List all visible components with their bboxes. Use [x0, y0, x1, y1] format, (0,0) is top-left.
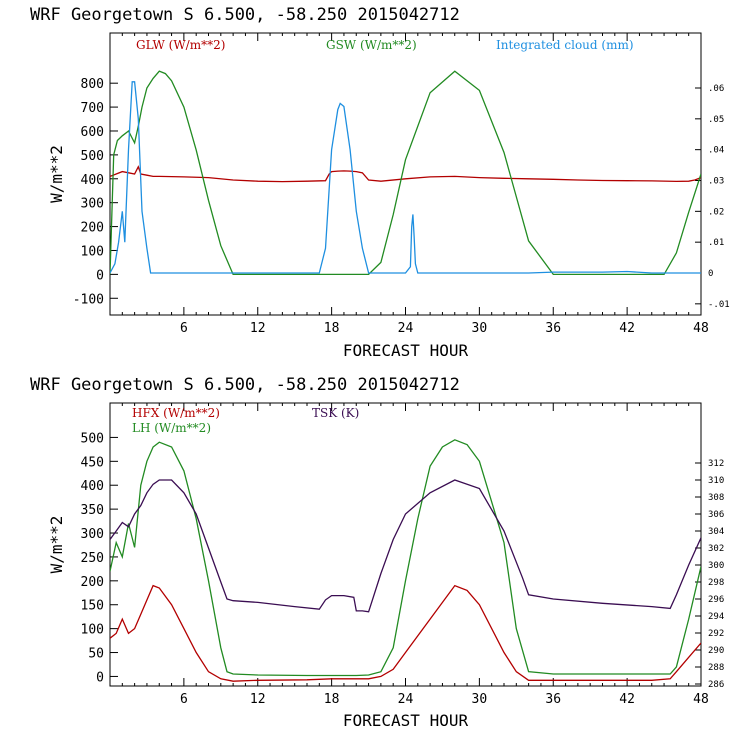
y2-tick-label: .01 — [708, 238, 724, 248]
y2-tick-label: .06 — [708, 84, 724, 94]
legend-entry: HFX (W/m**2) — [132, 406, 220, 420]
x-tick-label: 42 — [619, 321, 635, 336]
x-tick-label: 24 — [398, 321, 414, 336]
y-tick-label: 400 — [81, 173, 104, 188]
y2-tick-label: 300 — [708, 561, 724, 571]
y2-tick-label: 306 — [708, 510, 724, 520]
y2-tick-label: 310 — [708, 476, 724, 486]
x-tick-label: 36 — [545, 692, 561, 707]
y2-tick-label: .04 — [708, 146, 724, 156]
legend-entry: GLW (W/m**2) — [136, 38, 225, 52]
legend-entry: LH (W/m**2) — [132, 421, 211, 435]
y2-tick-label: 286 — [708, 680, 724, 690]
y-tick-label: 0 — [96, 268, 104, 283]
y-tick-label: 200 — [81, 575, 104, 590]
x-tick-label: 48 — [693, 692, 709, 707]
x-tick-label: 6 — [180, 321, 188, 336]
y-tick-label: 150 — [81, 599, 104, 614]
x-tick-label: 48 — [693, 321, 709, 336]
series-line-gsw — [110, 71, 701, 274]
y2-tick-label: 302 — [708, 544, 724, 554]
x-tick-label: 30 — [472, 692, 488, 707]
x-tick-label: 18 — [324, 321, 340, 336]
y2-tick-label: 312 — [708, 459, 724, 469]
legend-entry: TSK (K) — [312, 406, 359, 420]
y-tick-label: 200 — [81, 221, 104, 236]
chart-panel-2 — [110, 403, 701, 686]
y-axis-label: W/m**2 — [47, 145, 66, 203]
y2-tick-label: .05 — [708, 115, 724, 125]
series-line-lh — [110, 440, 701, 676]
legend-entry: Integrated cloud (mm) — [496, 38, 634, 52]
y2-tick-label: 304 — [708, 527, 724, 537]
x-tick-label: 6 — [180, 692, 188, 707]
x-tick-label: 36 — [545, 321, 561, 336]
y2-tick-label: .02 — [708, 207, 724, 217]
y2-tick-label: 308 — [708, 493, 724, 503]
legend-entry: GSW (W/m**2) — [326, 38, 417, 52]
chart-panel-1 — [110, 33, 701, 315]
y2-tick-label: 0 — [708, 269, 713, 279]
y-tick-label: 100 — [81, 623, 104, 638]
y-tick-label: 250 — [81, 551, 104, 566]
y-tick-label: 600 — [81, 125, 104, 140]
y-tick-label: 450 — [81, 455, 104, 470]
y-tick-label: 800 — [81, 77, 104, 92]
x-axis-label: FORECAST HOUR — [343, 341, 469, 360]
y-tick-label: 500 — [81, 431, 104, 446]
x-tick-label: 18 — [324, 692, 340, 707]
y2-tick-label: 292 — [708, 629, 724, 639]
x-tick-label: 12 — [250, 692, 266, 707]
y-tick-label: 300 — [81, 527, 104, 542]
y2-tick-label: .03 — [708, 177, 724, 187]
x-axis-label: FORECAST HOUR — [343, 711, 469, 730]
y-tick-label: 400 — [81, 479, 104, 494]
x-tick-label: 12 — [250, 321, 266, 336]
x-tick-label: 30 — [472, 321, 488, 336]
x-tick-label: 24 — [398, 692, 414, 707]
y2-tick-label: 294 — [708, 612, 724, 622]
y-axis-label: W/m**2 — [47, 516, 66, 574]
y-tick-label: 50 — [88, 647, 104, 662]
series-line-hfx — [110, 586, 701, 682]
y-tick-label: 100 — [81, 244, 104, 259]
y2-tick-label: -.01 — [708, 300, 730, 310]
plot-frame — [110, 403, 701, 686]
chart-title: WRF Georgetown S 6.500, -58.250 20150427… — [30, 5, 460, 25]
y-tick-label: 500 — [81, 149, 104, 164]
y2-tick-label: 298 — [708, 578, 724, 588]
y-tick-label: 300 — [81, 197, 104, 212]
y2-tick-label: 296 — [708, 595, 724, 605]
y-tick-label: 350 — [81, 503, 104, 518]
y-tick-label: -100 — [73, 292, 104, 307]
y-tick-label: 0 — [96, 670, 104, 685]
y2-tick-label: 288 — [708, 663, 724, 673]
series-line-glw — [110, 167, 701, 182]
y-tick-label: 700 — [81, 101, 104, 116]
chart-canvas: WRF Georgetown S 6.500, -58.250 20150427… — [0, 0, 740, 740]
x-tick-label: 42 — [619, 692, 635, 707]
series-line-tsk — [110, 480, 701, 612]
chart-title: WRF Georgetown S 6.500, -58.250 20150427… — [30, 375, 460, 395]
y2-tick-label: 290 — [708, 646, 724, 656]
